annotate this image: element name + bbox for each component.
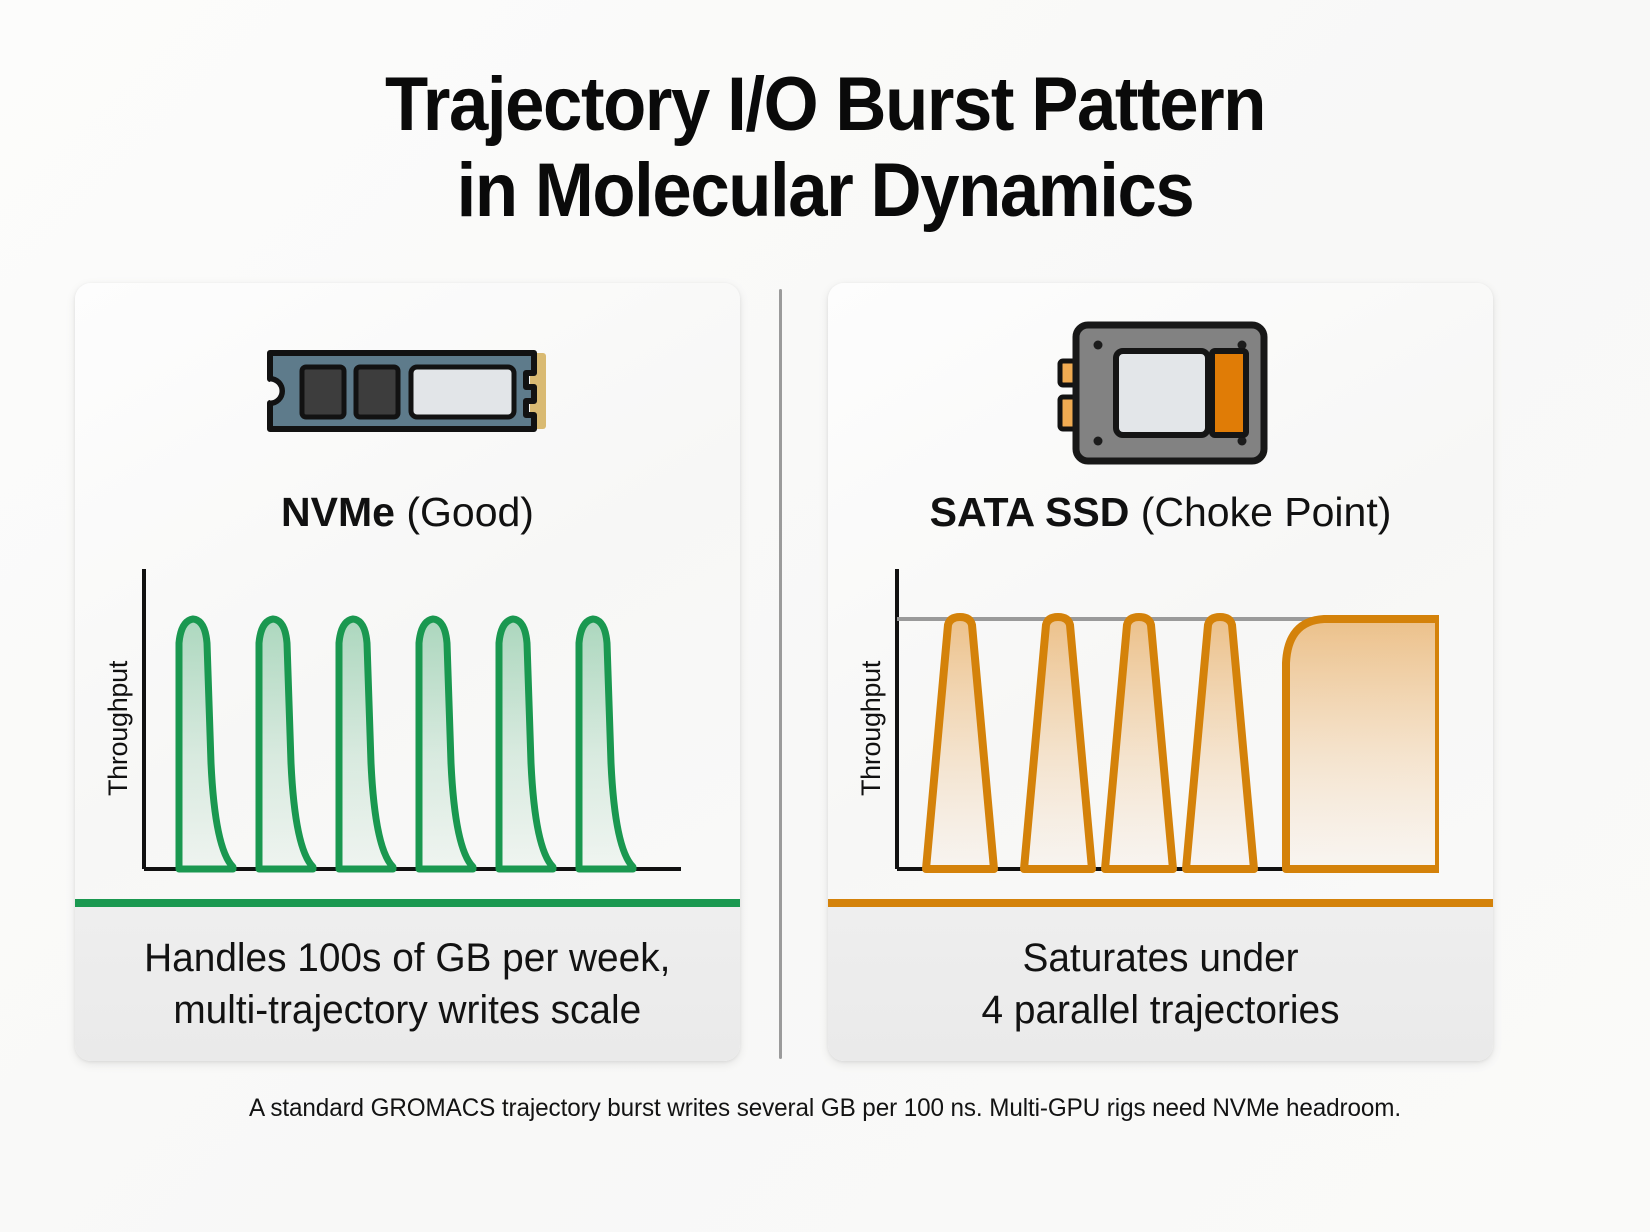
y-axis-label-text: Throughput — [103, 660, 134, 796]
chart-nvme-burst: Throughput — [75, 563, 740, 893]
caption-line-1: Saturates under — [1022, 936, 1299, 980]
footnote-text: A standard GROMACS trajectory burst writ… — [248, 1094, 1402, 1122]
panel-heading-strong: NVMe — [281, 489, 395, 535]
m2-nvme-stick-icon — [75, 301, 740, 481]
caption-line-2: multi-trajectory writes scale — [173, 988, 642, 1032]
y-axis-label-nvme: Throughput — [97, 563, 141, 893]
y-axis-label-text: Throughput — [856, 660, 887, 796]
y-axis-label-sata: Throughput — [850, 563, 894, 893]
sata-ssd-icon — [828, 301, 1493, 481]
panel-heading-nvme: NVMe (Good) — [75, 488, 740, 536]
panel-heading-sata: SATA SSD (Choke Point) — [828, 488, 1493, 536]
accent-bar-nvme — [75, 899, 740, 907]
panel-heading-strong: SATA SSD — [929, 489, 1130, 535]
nvme-plot-svg — [142, 569, 681, 873]
chart-sata-saturation: Throughput — [828, 563, 1493, 893]
panel-card-nvme: NVMe (Good) Throughput — [75, 283, 740, 1061]
sata-plot-svg — [895, 569, 1439, 873]
page-title: Trajectory I/O Burst Pattern in Molecula… — [0, 62, 1650, 234]
title-line-1: Trajectory I/O Burst Pattern — [384, 62, 1266, 147]
accent-bar-sata — [828, 899, 1493, 907]
title-line-2: in Molecular Dynamics — [456, 148, 1195, 233]
nvme-burst-series — [175, 615, 637, 873]
caption-line-1: Handles 100s of GB per week, — [144, 936, 671, 980]
panel-card-sata: SATA SSD (Choke Point) Throughput — [828, 283, 1493, 1061]
caption-line-2: 4 parallel trajectories — [981, 988, 1340, 1032]
sata-burst-series — [922, 613, 1439, 873]
panel-caption-sata: Saturates under 4 parallel trajectories — [828, 907, 1493, 1061]
panel-heading-light: (Choke Point) — [1140, 489, 1392, 535]
panel-caption-nvme: Handles 100s of GB per week, multi-traje… — [75, 907, 740, 1061]
panel-divider — [779, 289, 782, 1059]
panel-heading-light: (Good) — [406, 489, 534, 535]
saturation-plateau — [1282, 615, 1439, 873]
